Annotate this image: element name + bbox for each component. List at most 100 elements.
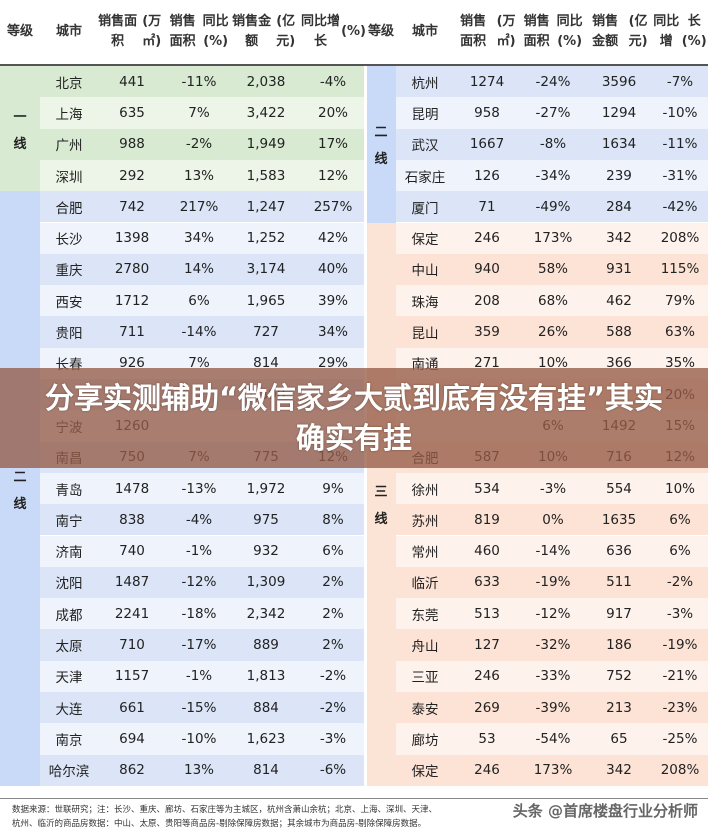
value-cell: -54% xyxy=(520,723,586,755)
value-cell: -12% xyxy=(166,566,232,599)
value-cell: 186 xyxy=(586,629,652,661)
tier-char: 二 xyxy=(374,125,388,141)
header-text: 同比增长 xyxy=(301,14,341,49)
value-cell: 1635 xyxy=(586,504,652,536)
city-cell: 广州 xyxy=(40,128,98,160)
value-cell: 71 xyxy=(454,191,520,223)
value-cell: 862 xyxy=(98,754,166,786)
city-cell: 青岛 xyxy=(40,472,98,505)
value-cell: 2,038 xyxy=(232,66,300,98)
value-cell: 534 xyxy=(454,472,520,505)
column-header: 销售面积 (万㎡) xyxy=(98,0,166,64)
value-cell: 208% xyxy=(652,754,708,786)
column-header: 同比增长(%) xyxy=(652,0,708,64)
value-cell: 2% xyxy=(300,566,366,599)
banner-title: 分享实测辅助“微信家乡大贰到底有没有挂”其实确实有挂 xyxy=(44,381,664,455)
value-cell: 1712 xyxy=(98,285,166,317)
value-cell: 988 xyxy=(98,128,166,160)
header-text: (亿元) xyxy=(276,14,296,49)
value-cell: -19% xyxy=(520,566,586,599)
value-cell: 208% xyxy=(652,222,708,254)
value-cell: 246 xyxy=(454,222,520,254)
value-cell: 246 xyxy=(454,660,520,692)
city-cell: 沈阳 xyxy=(40,566,98,599)
value-cell: -23% xyxy=(652,692,708,724)
value-cell: -11% xyxy=(166,66,232,98)
value-cell: 6% xyxy=(166,285,232,317)
value-cell: -18% xyxy=(166,598,232,630)
value-cell: 661 xyxy=(98,692,166,724)
value-cell: 63% xyxy=(652,316,708,348)
tier-char: 二 xyxy=(13,469,27,485)
tier-char: 一 xyxy=(13,109,27,125)
value-cell: 6% xyxy=(652,535,708,567)
value-cell: 292 xyxy=(98,159,166,192)
value-cell: -4% xyxy=(166,504,232,536)
value-cell: -17% xyxy=(166,629,232,661)
value-cell: 3596 xyxy=(586,66,652,98)
header-text: 同比(%) xyxy=(556,14,583,49)
header-text: (亿元) xyxy=(628,14,648,49)
value-cell: -25% xyxy=(652,723,708,755)
value-cell: 819 xyxy=(454,504,520,536)
tier-label: 二线 xyxy=(0,191,40,786)
city-cell: 长沙 xyxy=(40,222,98,254)
value-cell: 1,623 xyxy=(232,723,300,755)
tier-char: 三 xyxy=(374,485,388,501)
city-cell: 武汉 xyxy=(396,128,454,160)
value-cell: 40% xyxy=(300,253,366,286)
value-cell: 173% xyxy=(520,754,586,786)
value-cell: 173% xyxy=(520,222,586,254)
value-cell: 79% xyxy=(652,285,708,317)
value-cell: -3% xyxy=(520,472,586,505)
value-cell: 34% xyxy=(300,316,366,348)
city-cell: 南京 xyxy=(40,723,98,755)
value-cell: -10% xyxy=(652,97,708,129)
value-cell: 8% xyxy=(300,504,366,536)
column-header: 销售面积 同比(%) xyxy=(520,0,586,64)
title-banner: 分享实测辅助“微信家乡大贰到底有没有挂”其实确实有挂 xyxy=(0,368,708,468)
value-cell: 257% xyxy=(300,191,366,223)
value-cell: -3% xyxy=(300,723,366,755)
value-cell: 39% xyxy=(300,285,366,317)
value-cell: -2% xyxy=(300,660,366,692)
value-cell: -7% xyxy=(652,66,708,98)
value-cell: 213 xyxy=(586,692,652,724)
header-text: 销售面积 xyxy=(169,14,196,49)
watermark-text: 头条 @首席楼盘行业分析师 xyxy=(512,802,698,820)
column-header: 城市 xyxy=(40,0,98,64)
column-header: 等级 xyxy=(366,0,396,64)
value-cell: 1,309 xyxy=(232,566,300,599)
value-cell: 694 xyxy=(98,723,166,755)
value-cell: -2% xyxy=(166,128,232,160)
value-cell: 1398 xyxy=(98,222,166,254)
city-cell: 杭州 xyxy=(396,66,454,98)
value-cell: -12% xyxy=(520,598,586,630)
header-text: (万㎡) xyxy=(496,14,516,49)
value-cell: 932 xyxy=(232,535,300,567)
value-cell: 958 xyxy=(454,97,520,129)
value-cell: 889 xyxy=(232,629,300,661)
value-cell: 342 xyxy=(586,222,652,254)
city-cell: 太原 xyxy=(40,629,98,661)
value-cell: 917 xyxy=(586,598,652,630)
city-cell: 深圳 xyxy=(40,159,98,192)
value-cell: -31% xyxy=(652,159,708,192)
city-cell: 西安 xyxy=(40,285,98,317)
header-text: (%) xyxy=(341,24,366,39)
header-text: 等 xyxy=(367,24,381,39)
city-cell: 大连 xyxy=(40,692,98,724)
value-cell: -8% xyxy=(520,128,586,160)
value-cell: 1,247 xyxy=(232,191,300,223)
value-cell: -3% xyxy=(652,598,708,630)
header-text: 长(%) xyxy=(681,14,707,49)
value-cell: 208 xyxy=(454,285,520,317)
header-text: 级 xyxy=(20,24,34,39)
value-cell: 1,583 xyxy=(232,159,300,192)
header-text: 销售金额 xyxy=(592,14,619,49)
value-cell: 10% xyxy=(652,472,708,505)
city-cell: 临沂 xyxy=(396,566,454,599)
tier-char: 线 xyxy=(13,496,27,512)
city-cell: 成都 xyxy=(40,598,98,630)
value-cell: 1667 xyxy=(454,128,520,160)
